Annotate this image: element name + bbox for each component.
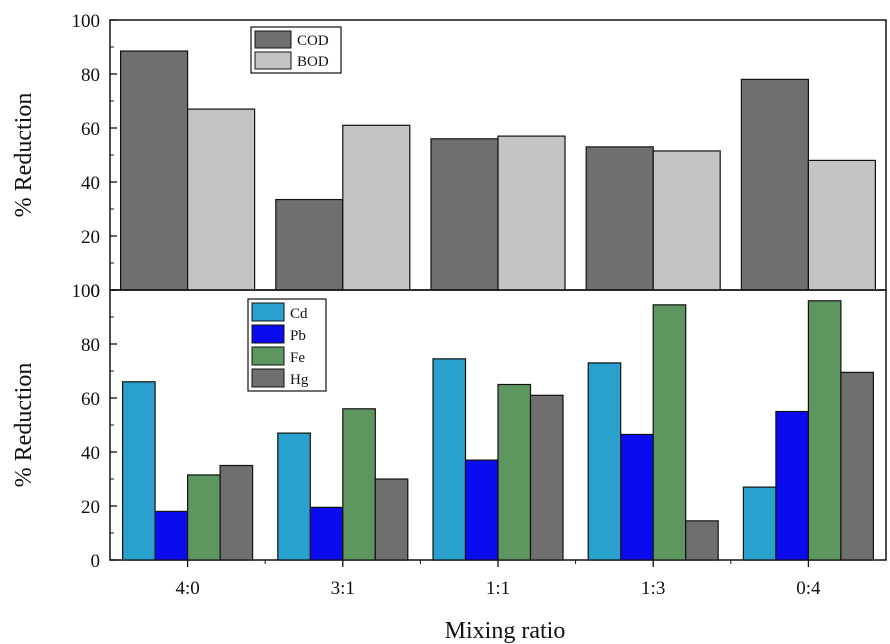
y-tick-label: 20 xyxy=(81,227,100,248)
legend-swatch-fe xyxy=(251,346,285,366)
bar-cod-4-0 xyxy=(119,50,189,291)
bar-pb-0-4 xyxy=(775,410,810,561)
x-axis-label: Mixing ratio xyxy=(445,618,566,644)
bar-hg-1-3 xyxy=(685,520,719,561)
bar-fe-1-1 xyxy=(497,383,532,561)
y-tick-label: 40 xyxy=(81,443,100,464)
bar-pb-1-1 xyxy=(464,459,499,561)
bar-fe-3-1 xyxy=(342,408,376,561)
legend-swatch-cod xyxy=(254,30,292,49)
bar-hg-4-0 xyxy=(219,464,254,561)
legend-swatch-cd xyxy=(251,302,285,322)
bar-pb-1-3 xyxy=(620,433,654,561)
x-tick-label: 1:1 xyxy=(486,578,510,599)
legend-label-pb: Pb xyxy=(290,328,306,344)
y-tick-label: 0 xyxy=(91,551,101,572)
bar-bod-4-0 xyxy=(187,108,256,291)
bar-hg-1-1 xyxy=(529,394,564,561)
x-tick-label: 3:1 xyxy=(331,578,355,599)
y-tick-label: 80 xyxy=(81,65,100,86)
legend: Cd Pb Fe Hg xyxy=(247,298,327,392)
bar-bod-1-1 xyxy=(497,135,566,291)
y-tick-label: 60 xyxy=(81,119,100,140)
bar-hg-3-1 xyxy=(374,478,409,561)
bar-cd-1-3 xyxy=(587,362,622,561)
legend: COD BOD xyxy=(250,26,342,74)
legend-swatch-pb xyxy=(251,324,285,344)
legend-swatch-hg xyxy=(251,368,285,388)
bar-cod-1-1 xyxy=(430,138,499,291)
bar-hg-0-4 xyxy=(840,371,875,561)
bar-bod-1-3 xyxy=(652,150,721,291)
y-tick-label: 80 xyxy=(81,335,100,356)
y-tick-label: 100 xyxy=(72,11,101,32)
bar-fe-0-4 xyxy=(807,300,842,561)
y-tick-label: 20 xyxy=(81,497,100,518)
bottom-panel: 0 20 40 60 80 100 % Reduction 4:0 3:1 1:1 1:3 0:4 Cd… xyxy=(11,281,887,599)
legend-label-fe: Fe xyxy=(290,350,305,366)
x-tick-label: 1:3 xyxy=(641,578,665,599)
bar-cd-4-0 xyxy=(121,381,156,561)
bar-cod-3-1 xyxy=(275,198,344,291)
bar-cd-0-4 xyxy=(742,486,777,561)
legend-label-hg: Hg xyxy=(290,372,309,388)
x-tick-label: 4:0 xyxy=(175,578,199,599)
y-tick-label: 60 xyxy=(81,389,100,410)
bar-cod-1-3 xyxy=(585,146,654,291)
legend-label-bod: BOD xyxy=(297,54,329,70)
bar-pb-3-1 xyxy=(309,506,344,561)
legend-swatch-bod xyxy=(254,51,292,70)
y-tick-label: 0 xyxy=(91,281,101,302)
bar-cd-1-1 xyxy=(432,358,467,561)
y-axis-label: % Reduction xyxy=(11,363,37,488)
bar-pb-4-0 xyxy=(154,510,189,561)
y-tick-label: 100 xyxy=(72,281,101,302)
y-axis-label: % Reduction xyxy=(11,93,37,218)
bar-fe-1-3 xyxy=(652,304,687,561)
bar-bod-0-4 xyxy=(807,159,877,291)
bar-cod-0-4 xyxy=(740,78,810,291)
legend-label-cd: Cd xyxy=(290,306,308,322)
bar-bod-3-1 xyxy=(342,124,411,291)
bar-cd-3-1 xyxy=(277,432,311,561)
bar-fe-4-0 xyxy=(187,474,221,561)
top-panel: 0 20 40 60 80 100 % Reduction COD BOD xyxy=(11,11,887,302)
x-tick-label: 0:4 xyxy=(796,578,821,599)
y-tick-label: 40 xyxy=(81,173,100,194)
legend-label-cod: COD xyxy=(297,33,329,49)
